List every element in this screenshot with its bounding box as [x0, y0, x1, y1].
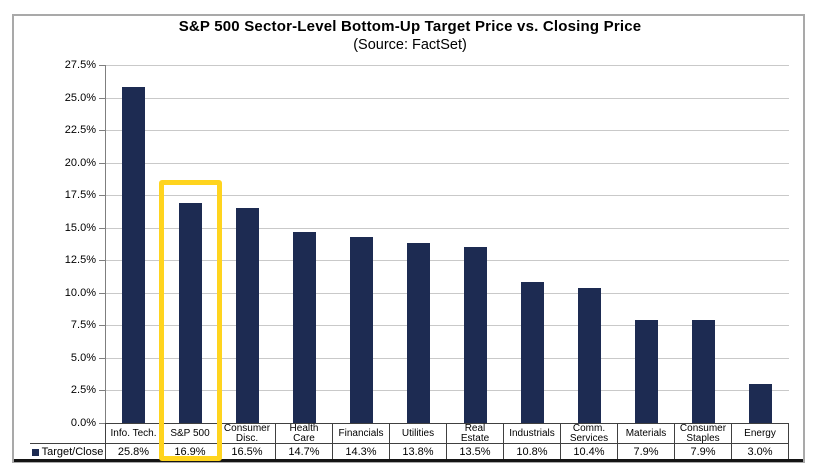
y-axis-label: 27.5% [64, 59, 96, 71]
y-axis-label: 10.0% [64, 286, 96, 299]
gridline [105, 65, 789, 66]
y-axis-label: 12.5% [64, 254, 96, 267]
category-cell: Health Care [276, 423, 333, 443]
gridline [105, 357, 789, 359]
category-cell: Comm. Services [561, 423, 618, 443]
y-axis-tick [99, 357, 105, 359]
y-axis-tick [99, 97, 105, 99]
y-axis-label: 17.5% [64, 189, 96, 202]
y-axis-tick [99, 65, 105, 66]
y-axis-tick [99, 292, 105, 294]
y-axis-tick [99, 195, 105, 197]
value-cell: 14.3% [333, 443, 390, 460]
y-axis-label: 2.5% [70, 384, 96, 397]
bar-real-estate [464, 247, 487, 423]
category-cell: Materials [618, 423, 675, 443]
category-cell: Energy [732, 423, 789, 443]
bar-utilities [407, 243, 430, 423]
gridline [105, 195, 789, 197]
y-axis-tick [99, 227, 105, 229]
y-axis-label: 25.0% [64, 91, 96, 104]
y-axis-label: 20.0% [64, 156, 96, 169]
bar-comm-services [578, 287, 601, 423]
legend: Target/Close [30, 443, 105, 460]
y-axis-label: 22.5% [64, 124, 96, 137]
gridline [105, 162, 789, 164]
value-cell: 13.5% [447, 443, 504, 460]
bar-info-tech [122, 87, 145, 423]
y-axis-label: 0.0% [70, 417, 96, 429]
bar-s-p-500 [179, 202, 202, 423]
value-cell: 14.7% [276, 443, 333, 460]
value-cell: 10.8% [504, 443, 561, 460]
category-cell: Info. Tech. [105, 423, 162, 443]
value-cell: 16.5% [219, 443, 276, 460]
y-axis-tick [99, 260, 105, 262]
category-cell: Consumer Disc. [219, 423, 276, 443]
y-axis-tick [99, 130, 105, 132]
gridline [105, 390, 789, 392]
category-cell: Industrials [504, 423, 561, 443]
value-cell: 16.9% [162, 443, 219, 460]
gridline [105, 260, 789, 262]
category-cell: Real Estate [447, 423, 504, 443]
bar-consumer-disc [236, 208, 259, 423]
y-axis-line [105, 65, 106, 423]
bar-health-care [293, 231, 316, 423]
value-cell: 25.8% [105, 443, 162, 460]
value-cell: 7.9% [618, 443, 675, 460]
gridline [105, 325, 789, 327]
bar-energy [749, 383, 772, 423]
y-axis-tick [99, 390, 105, 392]
y-axis-label: 7.5% [70, 319, 96, 332]
chart-source: (Source: FactSet) [353, 37, 467, 53]
bar-consumer-staples [692, 320, 715, 423]
value-cell: 10.4% [561, 443, 618, 460]
y-axis-label: 5.0% [70, 351, 96, 364]
gridline [105, 227, 789, 229]
bar-financials [350, 236, 373, 423]
y-axis-tick [99, 325, 105, 327]
gridline [105, 292, 789, 294]
value-cell: 13.8% [390, 443, 447, 460]
legend-label: Target/Close [41, 446, 104, 458]
category-cell: Consumer Staples [675, 423, 732, 443]
category-cell: Utilities [390, 423, 447, 443]
chart-title: S&P 500 Sector-Level Bottom-Up Target Pr… [178, 18, 642, 35]
legend-marker-icon [31, 448, 39, 456]
y-axis-label: 15.0% [64, 221, 96, 234]
y-axis-tick [99, 423, 105, 424]
gridline [105, 130, 789, 132]
category-cell: S&P 500 [162, 423, 219, 443]
value-cell: 7.9% [675, 443, 732, 460]
bar-materials [635, 320, 658, 423]
bar-industrials [521, 282, 544, 423]
category-cell: Financials [333, 423, 390, 443]
value-cell: 3.0% [732, 443, 789, 460]
gridline [105, 97, 789, 99]
table-bottom-border [14, 459, 803, 462]
y-axis-tick [99, 162, 105, 164]
